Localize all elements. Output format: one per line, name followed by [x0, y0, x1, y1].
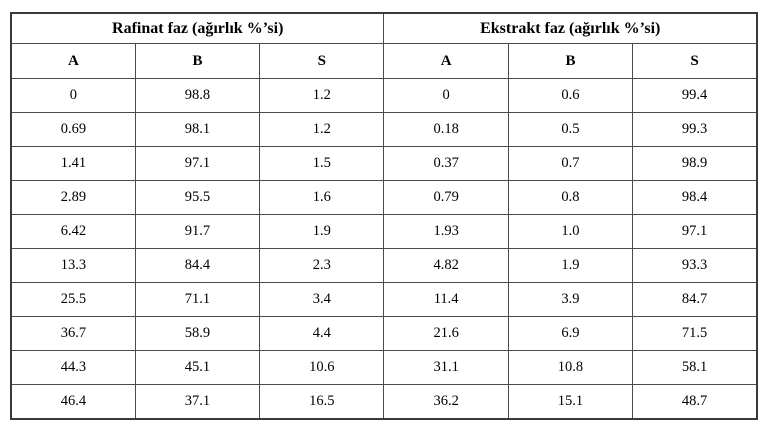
phase-equilibrium-table-container: Rafinat faz (ağırlık %’si) Ekstrakt faz …: [10, 12, 758, 420]
table-cell: 13.3: [10, 248, 136, 283]
table-cell: 15.1: [507, 384, 634, 420]
table-cell: 95.5: [134, 180, 261, 215]
table-cell: 0.37: [383, 146, 509, 181]
table-cell: 10.6: [259, 350, 385, 385]
table-cell: 1.93: [383, 214, 509, 249]
table-cell: 98.1: [134, 112, 261, 147]
table-row: 2.89 95.5 1.6 0.79 0.8 98.4: [10, 180, 758, 215]
table-row: 25.5 71.1 3.4 11.4 3.9 84.7: [10, 282, 758, 317]
table-cell: 25.5: [10, 282, 136, 317]
table-cell: 1.41: [10, 146, 136, 181]
table-cell: 71.1: [134, 282, 261, 317]
table-cell: 0.79: [383, 180, 509, 215]
table-cell: 46.4: [10, 384, 136, 420]
table-cell: 45.1: [134, 350, 261, 385]
table-row: 44.3 45.1 10.6 31.1 10.8 58.1: [10, 350, 758, 385]
table-cell: 0.8: [507, 180, 634, 215]
col-header-rafinat-b: B: [134, 43, 261, 79]
table-cell: 48.7: [632, 384, 758, 420]
table-cell: 1.9: [507, 248, 634, 283]
table-cell: 99.3: [632, 112, 758, 147]
table-cell: 0.18: [383, 112, 509, 147]
table-cell: 1.0: [507, 214, 634, 249]
table-cell: 0: [383, 78, 509, 113]
table-cell: 98.4: [632, 180, 758, 215]
table-cell: 0.7: [507, 146, 634, 181]
table-cell: 4.82: [383, 248, 509, 283]
column-header-row: A B S A B S: [10, 43, 758, 79]
table-cell: 1.2: [259, 112, 385, 147]
table-cell: 6.42: [10, 214, 136, 249]
col-header-rafinat-s: S: [259, 43, 385, 79]
table-cell: 2.89: [10, 180, 136, 215]
table-cell: 98.8: [134, 78, 261, 113]
table-cell: 71.5: [632, 316, 758, 351]
table-cell: 3.9: [507, 282, 634, 317]
phase-equilibrium-table: Rafinat faz (ağırlık %’si) Ekstrakt faz …: [10, 12, 758, 420]
table-row: 46.4 37.1 16.5 36.2 15.1 48.7: [10, 384, 758, 420]
col-header-ekstrakt-b: B: [507, 43, 634, 79]
table-row: 13.3 84.4 2.3 4.82 1.9 93.3: [10, 248, 758, 283]
table-cell: 58.1: [632, 350, 758, 385]
table-cell: 10.8: [507, 350, 634, 385]
table-cell: 84.4: [134, 248, 261, 283]
table-cell: 97.1: [632, 214, 758, 249]
table-cell: 0.69: [10, 112, 136, 147]
table-row: 1.41 97.1 1.5 0.37 0.7 98.9: [10, 146, 758, 181]
table-cell: 1.6: [259, 180, 385, 215]
table-cell: 0.6: [507, 78, 634, 113]
group-header-row: Rafinat faz (ağırlık %’si) Ekstrakt faz …: [10, 12, 758, 44]
table-cell: 1.2: [259, 78, 385, 113]
table-cell: 2.3: [259, 248, 385, 283]
table-cell: 36.2: [383, 384, 509, 420]
table-cell: 6.9: [507, 316, 634, 351]
table-cell: 98.9: [632, 146, 758, 181]
table-cell: 16.5: [259, 384, 385, 420]
table-cell: 31.1: [383, 350, 509, 385]
col-header-ekstrakt-s: S: [632, 43, 758, 79]
table-body: 0 98.8 1.2 0 0.6 99.4 0.69 98.1 1.2 0.18 0.5 99.3 1.…: [10, 78, 758, 420]
table-cell: 1.5: [259, 146, 385, 181]
col-header-rafinat-a: A: [10, 43, 136, 79]
table-cell: 58.9: [134, 316, 261, 351]
table-cell: 0.5: [507, 112, 634, 147]
table-row: 0 98.8 1.2 0 0.6 99.4: [10, 78, 758, 113]
table-cell: 21.6: [383, 316, 509, 351]
group-header-ekstrakt: Ekstrakt faz (ağırlık %’si): [383, 12, 758, 44]
table-cell: 97.1: [134, 146, 261, 181]
table-cell: 93.3: [632, 248, 758, 283]
table-row: 0.69 98.1 1.2 0.18 0.5 99.3: [10, 112, 758, 147]
table-cell: 84.7: [632, 282, 758, 317]
group-header-rafinat: Rafinat faz (ağırlık %’si): [10, 12, 385, 44]
table-cell: 4.4: [259, 316, 385, 351]
table-row: 6.42 91.7 1.9 1.93 1.0 97.1: [10, 214, 758, 249]
table-row: 36.7 58.9 4.4 21.6 6.9 71.5: [10, 316, 758, 351]
table-cell: 99.4: [632, 78, 758, 113]
table-cell: 1.9: [259, 214, 385, 249]
table-cell: 36.7: [10, 316, 136, 351]
col-header-ekstrakt-a: A: [383, 43, 509, 79]
table-cell: 37.1: [134, 384, 261, 420]
table-cell: 0: [10, 78, 136, 113]
table-cell: 91.7: [134, 214, 261, 249]
table-cell: 44.3: [10, 350, 136, 385]
table-cell: 11.4: [383, 282, 509, 317]
table-cell: 3.4: [259, 282, 385, 317]
